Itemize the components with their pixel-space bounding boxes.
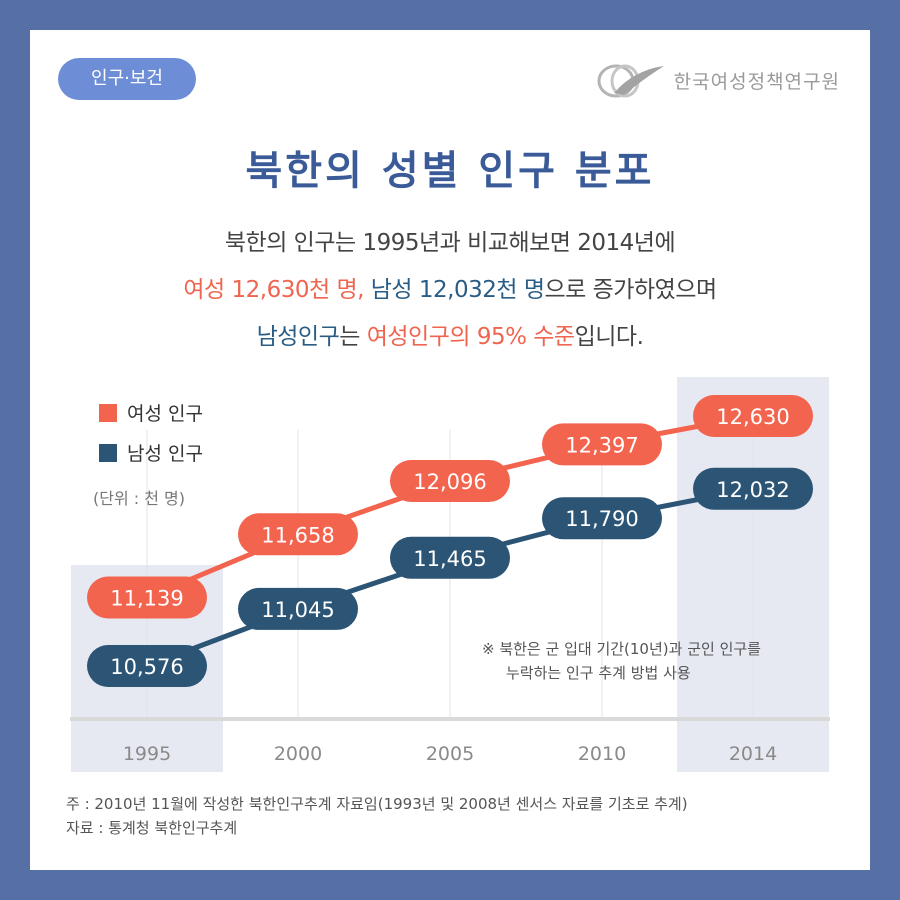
x-tick-label: 2010	[578, 743, 626, 765]
data-label-pill	[238, 587, 358, 630]
subtitle-line-1: 북한의 인구는 1995년과 비교해보면 2014년에	[224, 230, 676, 256]
data-label-pill	[542, 423, 662, 466]
data-label-pill	[87, 576, 207, 619]
category-tag: 인구·보건	[58, 58, 196, 100]
subtitle-line-2-rest: 으로 증가하였으며	[544, 277, 718, 303]
legend-swatch	[99, 444, 117, 462]
org-logo-icon	[597, 64, 664, 98]
subtitle-line-3: 남성인구는 여성인구의 95% 수준입니다.	[30, 314, 870, 361]
subtitle-male-population: 남성인구	[256, 324, 340, 350]
subtitle: 북한의 인구는 1995년과 비교해보면 2014년에 여성 12,630천 명…	[30, 220, 870, 361]
data-label: 12,397	[565, 433, 638, 457]
org-name: 한국여성정책연구원	[673, 70, 840, 93]
page-title: 북한의 성별 인구 분포	[245, 148, 655, 194]
subtitle-line-3-end: 입니다.	[574, 324, 644, 350]
data-label: 11,139	[110, 586, 183, 610]
unit-label: (단위 : 천 명)	[93, 489, 185, 508]
subtitle-female-figure: 여성 12,630천 명,	[183, 277, 364, 303]
data-label: 11,465	[413, 547, 486, 571]
x-tick-label: 1995	[123, 743, 171, 765]
data-label: 10,576	[110, 655, 183, 679]
subtitle-line-3-mid: 는	[339, 324, 360, 350]
data-label-pill	[390, 459, 510, 502]
data-label: 12,032	[716, 478, 789, 502]
subtitle-line-2: 여성 12,630천 명, 남성 12,032천 명으로 증가하였으며	[30, 267, 870, 314]
data-label-pill	[693, 395, 813, 437]
legend-label: 여성 인구	[127, 403, 203, 425]
legend-label: 남성 인구	[127, 443, 203, 465]
data-label-pill	[238, 513, 358, 556]
data-label-pill	[542, 497, 662, 540]
org-branding: 한국여성정책연구원	[594, 60, 840, 100]
x-tick-label: 2005	[426, 743, 474, 765]
data-label-pill	[390, 536, 510, 579]
subtitle-female-ratio: 여성인구의 95% 수준	[366, 324, 575, 350]
x-tick-label: 2000	[274, 743, 322, 765]
legend-swatch	[99, 404, 117, 422]
population-line-chart: 1995 2000 2005 2010 2014 11,139 11,658 12,096 12…	[70, 377, 830, 772]
chart-annotation-line-1: ※ 북한은 군 입대 기간(10년)과 군인 인구를	[482, 640, 761, 658]
data-label: 11,790	[565, 507, 638, 531]
footnote-source: 자료 : 통계청 북한인구추계	[66, 819, 238, 837]
footnote-note: 주 : 2010년 11월에 작성한 북한인구추계 자료임(1993년 및 20…	[66, 795, 688, 813]
infographic-card: 인구·보건 한국여성정책연구원 북한의 성별 인구 분포 북한의 인구는 199…	[30, 30, 870, 870]
data-label: 11,658	[261, 523, 334, 547]
data-label: 12,630	[716, 405, 789, 429]
data-label: 12,096	[413, 470, 486, 494]
data-label: 11,045	[261, 598, 334, 622]
subtitle-male-figure: 남성 12,032천 명	[370, 277, 545, 303]
footnotes: 주 : 2010년 11월에 작성한 북한인구추계 자료임(1993년 및 20…	[66, 792, 688, 840]
data-label-pill	[87, 645, 207, 687]
chart-annotation-line-2: 누락하는 인구 추계 방법 사용	[506, 664, 691, 682]
data-label-pill	[693, 467, 813, 510]
x-tick-label: 2014	[729, 743, 777, 765]
